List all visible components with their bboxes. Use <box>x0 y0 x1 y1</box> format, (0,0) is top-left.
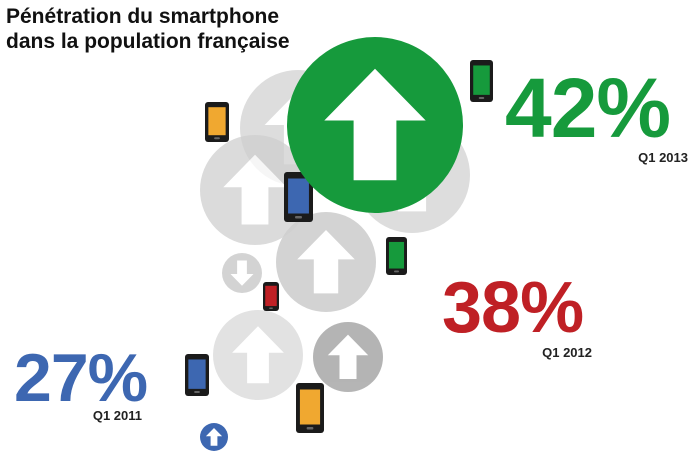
arrow-circle-q1-2011 <box>200 423 228 451</box>
decorative-arrow-circle <box>200 135 310 245</box>
phone-icon <box>185 354 209 396</box>
phone-icon <box>470 60 493 102</box>
value-label-q1-2012: 38% <box>442 268 584 348</box>
decorative-arrow-circle <box>213 310 303 400</box>
phone-icon <box>284 172 313 222</box>
chart-title: Pénétration du smartphone dans la popula… <box>6 4 336 54</box>
phone-icon <box>386 237 407 275</box>
title-line-2: dans la population française <box>6 30 290 53</box>
value-label-q1-2013: 42% <box>505 61 671 155</box>
decorative-arrow-circle <box>222 253 262 293</box>
arrow-circle-q1-2013 <box>287 37 463 213</box>
title-line-1: Pénétration du smartphone <box>6 5 280 28</box>
data-arrow-circles <box>200 37 463 451</box>
decorative-phones <box>185 60 493 433</box>
value-label-q1-2011: 27% <box>14 340 148 416</box>
decorative-arrow-circle <box>276 212 376 312</box>
period-label-q1-2013: Q1 2013 <box>638 150 688 165</box>
decorative-arrow-circle <box>313 322 383 392</box>
phone-icon <box>263 282 279 311</box>
period-label-q1-2011: Q1 2011 <box>92 408 142 423</box>
phone-icon <box>205 102 229 142</box>
phone-icon <box>296 383 324 433</box>
period-label-q1-2012: Q1 2012 <box>542 345 592 360</box>
